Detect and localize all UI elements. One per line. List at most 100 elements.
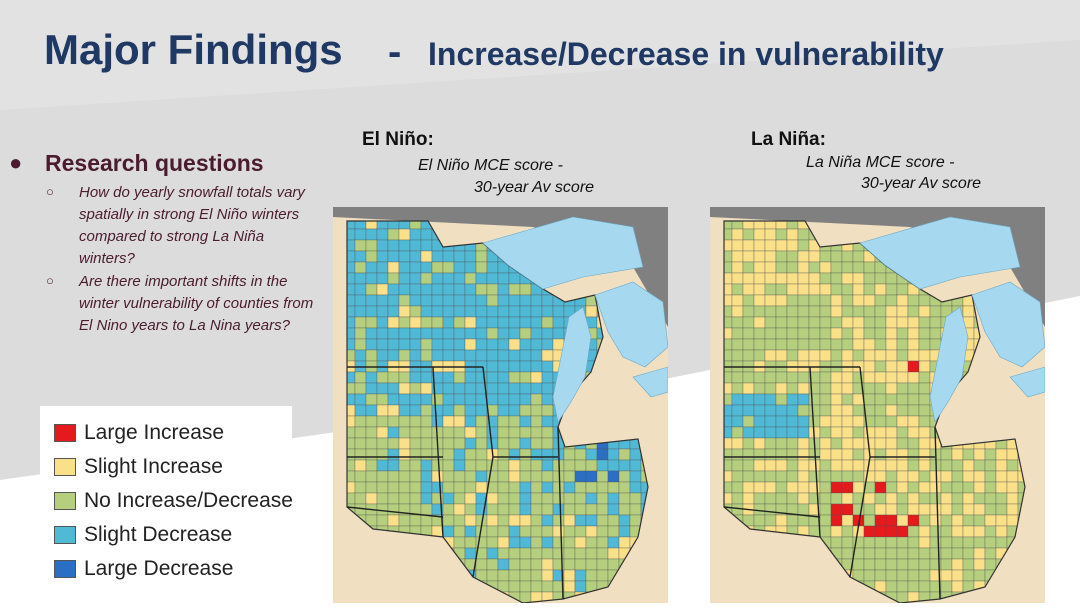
county-cell [596, 558, 609, 571]
county-cell [376, 514, 389, 527]
county-cell [885, 514, 898, 527]
county-cell [808, 393, 821, 406]
county-cell [398, 426, 411, 439]
county-cell [431, 393, 444, 406]
county-cell [442, 503, 455, 516]
county-cell [918, 558, 931, 571]
county-cell [830, 393, 843, 406]
county-cell [552, 503, 565, 516]
county-cell [896, 514, 909, 527]
county-cell [618, 503, 631, 516]
great-lake [1009, 366, 1045, 398]
county-cell [863, 371, 876, 384]
county-cell [530, 580, 543, 593]
county-cell [753, 327, 766, 340]
state-border [557, 426, 564, 600]
title-separator: - [388, 30, 402, 74]
county-cell [918, 327, 931, 340]
great-lake [552, 306, 592, 423]
county-cell [585, 569, 598, 582]
county-cell [497, 305, 510, 318]
county-cell [863, 360, 876, 373]
county-cell [786, 316, 799, 329]
county-cell [907, 404, 920, 417]
county-cell [475, 426, 488, 439]
county-cell [398, 294, 411, 307]
county-cell [398, 470, 411, 483]
county-cell [541, 426, 554, 439]
county-cell [420, 239, 433, 252]
county-cell [885, 569, 898, 582]
county-cell [398, 514, 411, 527]
county-cell [753, 294, 766, 307]
county-cell [519, 492, 532, 505]
county-cell [907, 470, 920, 483]
county-cell [409, 349, 422, 362]
county-cell [841, 283, 854, 296]
county-cell [896, 580, 909, 593]
county-cell [530, 415, 543, 428]
county-cell [376, 437, 389, 450]
county-cell [907, 294, 920, 307]
county-cell [442, 525, 455, 538]
county-cell [387, 239, 400, 252]
county-cell [951, 525, 964, 538]
county-cell [409, 481, 422, 494]
county-cell [731, 349, 744, 362]
county-cell [552, 305, 565, 318]
county-cell [398, 448, 411, 461]
county-cell [376, 283, 389, 296]
county-cell [387, 437, 400, 450]
county-cell [409, 327, 422, 340]
county-cell [607, 503, 620, 516]
county-cell [896, 305, 909, 318]
county-cell [354, 481, 367, 494]
county-cell [585, 492, 598, 505]
county-cell [497, 294, 510, 307]
county-cell [486, 525, 499, 538]
county-cell [863, 569, 876, 582]
county-cell [618, 525, 631, 538]
county-cell [918, 503, 931, 516]
county-cell [376, 239, 389, 252]
county-cell [885, 283, 898, 296]
county-cell [420, 404, 433, 417]
county-cell [541, 437, 554, 450]
county-cell [885, 503, 898, 516]
county-cell [852, 481, 865, 494]
county-cell [775, 327, 788, 340]
county-cell [387, 459, 400, 472]
county-cell [486, 426, 499, 439]
county-cell [596, 503, 609, 516]
lanina-map-subtitle-line1: La Niña MCE score - [806, 154, 955, 171]
legend-swatch [54, 424, 76, 442]
county-cell [885, 294, 898, 307]
county-cell [907, 349, 920, 362]
county-cell [907, 569, 920, 582]
county-cell [618, 459, 631, 472]
county-cell [497, 525, 510, 538]
county-cell [486, 283, 499, 296]
county-cell [1006, 514, 1019, 527]
county-cell [775, 404, 788, 417]
county-cell [797, 492, 810, 505]
county-cell [764, 492, 777, 505]
county-cell [398, 404, 411, 417]
county-cell [742, 316, 755, 329]
county-cell [940, 536, 953, 549]
county-cell [618, 448, 631, 461]
county-cell [387, 261, 400, 274]
county-cell [764, 305, 777, 318]
county-cell [874, 547, 887, 560]
county-cell [574, 569, 587, 582]
county-cell [1006, 448, 1019, 461]
county-cell [497, 283, 510, 296]
county-cell [431, 272, 444, 285]
county-cell [409, 459, 422, 472]
county-cell [731, 239, 744, 252]
county-cell [563, 580, 576, 593]
county-cell [885, 547, 898, 560]
county-cell [475, 558, 488, 571]
county-cell [409, 437, 422, 450]
elnino-map-title: El Niño: [362, 129, 434, 150]
